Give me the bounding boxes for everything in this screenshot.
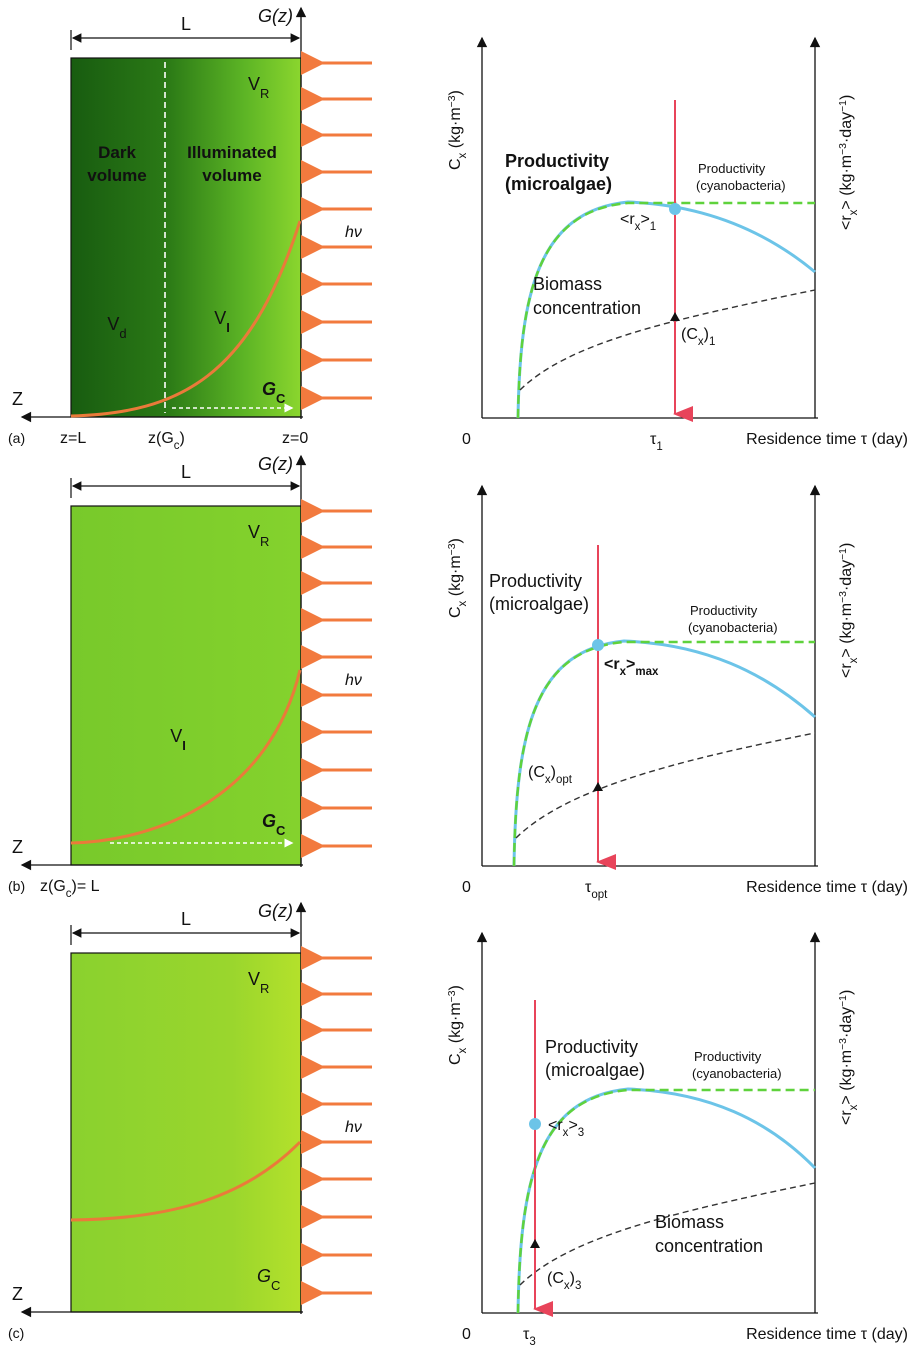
productivity-point (592, 639, 604, 651)
z-axis-label: Z (12, 389, 23, 409)
y-axis-left-label: Cx (kg·m−3) (447, 90, 470, 170)
productivity-cyanobacteria-label-2: (cyanobacteria) (692, 1066, 782, 1081)
productivity-microalgae-curve (512, 639, 816, 867)
biomass-concentration-curve (519, 289, 816, 391)
x-axis-label: Residence time τ (day) (746, 879, 908, 896)
panel-b: L G(z) Z VR hν VI GC z(Gc)= L (b) Cx (kg·m−3) <rx>… (8, 454, 908, 901)
productivity-cyanobacteria-label-2: (cyanobacteria) (696, 178, 786, 193)
x-axis-label: Residence time τ (day) (746, 431, 908, 448)
biomass-label-2: concentration (533, 298, 641, 318)
productivity-microalgae-label-1: Productivity (545, 1037, 638, 1057)
productivity-cyanobacteria-curve (516, 1088, 815, 1314)
y-axis-right-label: <rx> (kg·m−3·day−1) (838, 543, 861, 678)
x-axis-label: Residence time τ (day) (746, 1326, 908, 1343)
productivity-microalgae-label-2: (microalgae) (545, 1060, 645, 1080)
z-gc-eq-l-label: z(Gc)= L (40, 878, 100, 900)
vr-label: VR (248, 969, 269, 996)
vi-label: VI (214, 308, 230, 335)
irradiance-curve (70, 220, 302, 418)
illuminated-volume-label-1: Illuminated (187, 143, 277, 162)
dark-volume-label-2: volume (87, 166, 147, 185)
productivity-microalgae-label-2: (microalgae) (505, 174, 612, 194)
g-axis-label: G(z) (258, 454, 293, 474)
panel-tag: (b) (8, 878, 25, 894)
z-axis-label: Z (12, 1284, 23, 1304)
reactor-volume (70, 57, 302, 418)
productivity-microalgae-label-1: Productivity (505, 151, 609, 171)
biomass-label-2: concentration (655, 1236, 763, 1256)
biomass-label-1: Biomass (533, 274, 602, 294)
productivity-cyanobacteria-label-2: (cyanobacteria) (688, 620, 778, 635)
g-axis-label: G(z) (258, 6, 293, 26)
y-axis-right-label: <rx> (kg·m−3·day−1) (838, 95, 861, 230)
tau-label: τopt (585, 879, 608, 901)
productivity-cyanobacteria-curve (516, 201, 815, 419)
gc-label: GC (262, 811, 285, 838)
y-axis-right-label: <rx> (kg·m−3·day−1) (838, 990, 861, 1125)
productivity-microalgae-label-1: Productivity (489, 571, 582, 591)
hv-label: hν (345, 1119, 362, 1136)
illuminated-volume-label-2: volume (202, 166, 262, 185)
biomass-point (593, 782, 603, 791)
hv-label: hν (345, 224, 362, 241)
origin-label: 0 (462, 1326, 471, 1343)
panel-a: L G(z) Z VR hν Dark volume Illuminated volume Vd V… (8, 6, 908, 453)
productivity-point (669, 203, 681, 215)
g-axis-label: G(z) (258, 901, 293, 921)
origin-label: 0 (462, 431, 471, 448)
rx-point-label: <rx>max (604, 656, 659, 678)
biomass-concentration-curve (515, 732, 816, 839)
dark-volume-label-1: Dark (98, 143, 136, 162)
rx-point-label: <rx>1 (620, 211, 656, 233)
y-axis-left-label: Cx (kg·m−3) (447, 985, 470, 1065)
productivity-cyanobacteria-label-1: Productivity (690, 603, 758, 618)
productivity-point (529, 1118, 541, 1130)
productivity-cyanobacteria-label-1: Productivity (694, 1049, 762, 1064)
origin-label: 0 (462, 879, 471, 896)
z-eq-0-label: z=0 (282, 430, 308, 447)
biomass-point (530, 1239, 540, 1248)
vi-label: VI (170, 726, 186, 753)
vr-label: VR (248, 74, 269, 101)
biomass-label-1: Biomass (655, 1212, 724, 1232)
panel-tag: (a) (8, 430, 25, 446)
panel-c: L G(z) Z VR hν GC (c) Cx (kg·m−3) <rx> (kg·m−3·d… (8, 901, 908, 1348)
rx-point-label: <rx>3 (548, 1117, 584, 1139)
hv-label: hν (345, 672, 362, 689)
reactor-volume (70, 952, 302, 1313)
vr-label: VR (248, 522, 269, 549)
irradiance-curve (70, 669, 302, 845)
cx-point-label: (Cx)3 (547, 1270, 581, 1292)
y-axis-left-label: Cx (kg·m−3) (447, 538, 470, 618)
productivity-cyanobacteria-curve (512, 640, 815, 867)
l-label: L (181, 909, 191, 929)
panel-tag: (c) (8, 1325, 24, 1341)
z-eq-l-label: z=L (60, 430, 86, 447)
gc-label: GC (257, 1266, 280, 1293)
productivity-microalgae-label-2: (microalgae) (489, 594, 589, 614)
irradiance-curve (70, 1140, 302, 1222)
z-axis-label: Z (12, 837, 23, 857)
biomass-concentration-curve (519, 1182, 816, 1286)
l-label: L (181, 462, 191, 482)
l-label: L (181, 14, 191, 34)
productivity-cyanobacteria-label-1: Productivity (698, 161, 766, 176)
biomass-point (670, 312, 680, 321)
z-gc-label: z(Gc) (148, 430, 185, 452)
productivity-microalgae-curve (516, 200, 816, 419)
tau-label: τ1 (650, 431, 663, 453)
gc-label: GC (262, 379, 285, 406)
vd-label: Vd (107, 314, 126, 341)
cx-point-label: (Cx)1 (681, 326, 715, 348)
reactor-volume (70, 505, 302, 866)
tau-label: τ3 (523, 1326, 536, 1348)
cx-point-label: (Cx)opt (528, 764, 573, 786)
